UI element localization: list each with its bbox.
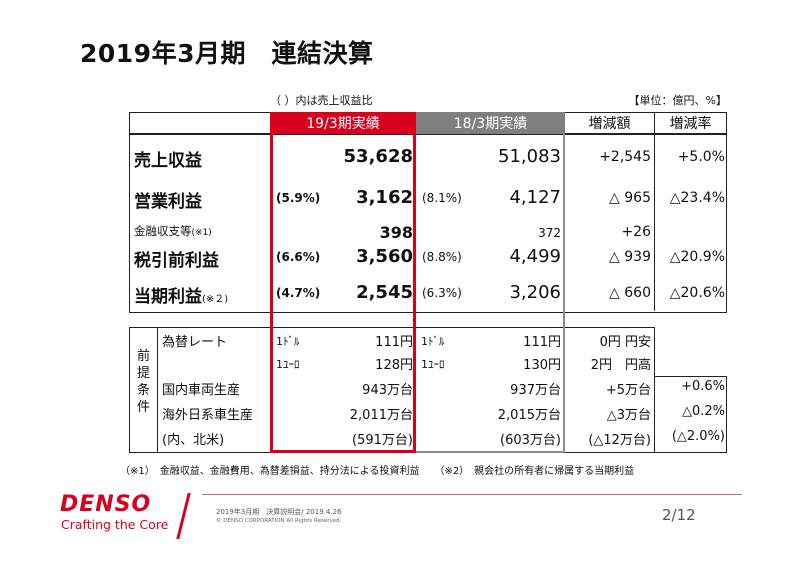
diff-value: △ 939 bbox=[609, 249, 651, 265]
previous-value: 2,015万台 bbox=[497, 408, 561, 423]
previous-ratio: (6.3%) bbox=[422, 286, 462, 300]
current-value: 128円 bbox=[375, 358, 413, 373]
current-ratio: (5.9%) bbox=[276, 191, 321, 205]
unit-note: 【単位：億円、%】 bbox=[628, 94, 727, 107]
tagline: Crafting the Core bbox=[61, 517, 169, 532]
page-number: 2/12 bbox=[662, 506, 696, 524]
footer-rule bbox=[202, 494, 742, 495]
diff-value: △3万台 bbox=[606, 408, 651, 423]
rate-value: +5.0% bbox=[677, 149, 725, 165]
diff-value: 2円 円高 bbox=[590, 358, 651, 373]
current-value: 398 bbox=[379, 223, 413, 242]
row-label: 為替レート bbox=[162, 335, 228, 350]
previous-value: (603万台) bbox=[500, 433, 561, 448]
current-unit: 1ﾕｰﾛ bbox=[276, 358, 300, 371]
slash-divider bbox=[176, 493, 191, 539]
current-unit: 1ﾄﾞﾙ bbox=[276, 335, 300, 348]
previous-value: 372 bbox=[538, 226, 561, 240]
assumptions-rate-column bbox=[655, 376, 727, 453]
ratio-note: （ ）内は売上収益比 bbox=[270, 94, 373, 107]
rate-value: (△2.0%) bbox=[671, 429, 725, 444]
assumptions-side-column bbox=[129, 327, 158, 453]
current-period-column-outline bbox=[270, 134, 416, 453]
header-rate: 増減率 bbox=[655, 112, 727, 134]
previous-value: 937万台 bbox=[510, 383, 561, 398]
previous-value: 3,206 bbox=[509, 282, 561, 303]
diff-value: (△12万台) bbox=[588, 433, 651, 448]
diff-value: +5万台 bbox=[605, 383, 651, 398]
header-diff: 増減額 bbox=[565, 112, 655, 134]
assumptions-diff-column bbox=[565, 327, 655, 453]
row-label: 税引前利益 bbox=[134, 251, 219, 271]
header-current-period: 19/3期実績 bbox=[270, 112, 416, 134]
previous-ratio: (8.8%) bbox=[422, 250, 462, 264]
diff-value: +26 bbox=[621, 224, 651, 240]
rate-value: △0.2% bbox=[681, 404, 725, 419]
page-title: 2019年3月期 連結決算 bbox=[80, 39, 374, 68]
current-ratio: (4.7%) bbox=[276, 286, 321, 300]
row-label: 当期利益(※２) bbox=[134, 287, 229, 307]
row-label: 海外日系車生産 bbox=[162, 408, 254, 423]
current-value: (591万台) bbox=[352, 433, 413, 448]
previous-value: 4,127 bbox=[509, 187, 561, 208]
current-value: 3,560 bbox=[356, 246, 413, 267]
footnotes: （※1） 金融収益、金融費用、為替差損益、持分法による投資利益 （※2） 親会社… bbox=[120, 466, 635, 477]
rate-value: △20.6% bbox=[669, 285, 725, 301]
row-label: 営業利益 bbox=[134, 192, 202, 212]
row-label: 国内車両生産 bbox=[162, 383, 241, 398]
row-label: (内、北米) bbox=[162, 433, 225, 448]
denso-logo: DENSO bbox=[60, 492, 152, 517]
current-value: 111円 bbox=[375, 335, 413, 350]
assumptions-side-label: 前 提 条 件 bbox=[136, 349, 150, 415]
current-value: 3,162 bbox=[356, 187, 413, 208]
current-value: 943万台 bbox=[362, 383, 413, 398]
previous-unit: 1ﾕｰﾛ bbox=[421, 358, 445, 371]
previous-ratio: (8.1%) bbox=[422, 191, 462, 205]
row-label: 売上収益 bbox=[134, 151, 202, 171]
previous-value: 111円 bbox=[523, 335, 561, 350]
rate-value: +0.6% bbox=[681, 379, 725, 394]
previous-unit: 1ﾄﾞﾙ bbox=[421, 335, 445, 348]
row-label: 金融収支等(※1) bbox=[134, 224, 212, 238]
diff-value: △ 660 bbox=[609, 285, 651, 301]
previous-period-column-outline bbox=[416, 134, 565, 453]
rate-value: △20.9% bbox=[669, 249, 725, 265]
diff-value: +2,545 bbox=[599, 149, 651, 165]
diff-value: 0円 円安 bbox=[599, 335, 651, 350]
rate-value: △23.4% bbox=[669, 190, 725, 206]
previous-value: 51,083 bbox=[498, 146, 561, 167]
previous-value: 4,499 bbox=[509, 246, 561, 267]
current-value: 53,628 bbox=[343, 146, 413, 167]
previous-value: 130円 bbox=[523, 358, 561, 373]
current-value: 2,545 bbox=[356, 282, 413, 303]
header-blank-cell bbox=[129, 112, 270, 134]
header-previous-period: 18/3期実績 bbox=[416, 112, 565, 134]
current-ratio: (6.6%) bbox=[276, 250, 321, 264]
diff-value: △ 965 bbox=[609, 190, 651, 206]
current-value: 2,011万台 bbox=[349, 408, 413, 423]
footer-copyright: © DENSO CORPORATION All Rights Reserved. bbox=[216, 518, 342, 524]
footer-event: 2019年3月期 決算説明会/ 2019.4.26 bbox=[216, 508, 342, 516]
